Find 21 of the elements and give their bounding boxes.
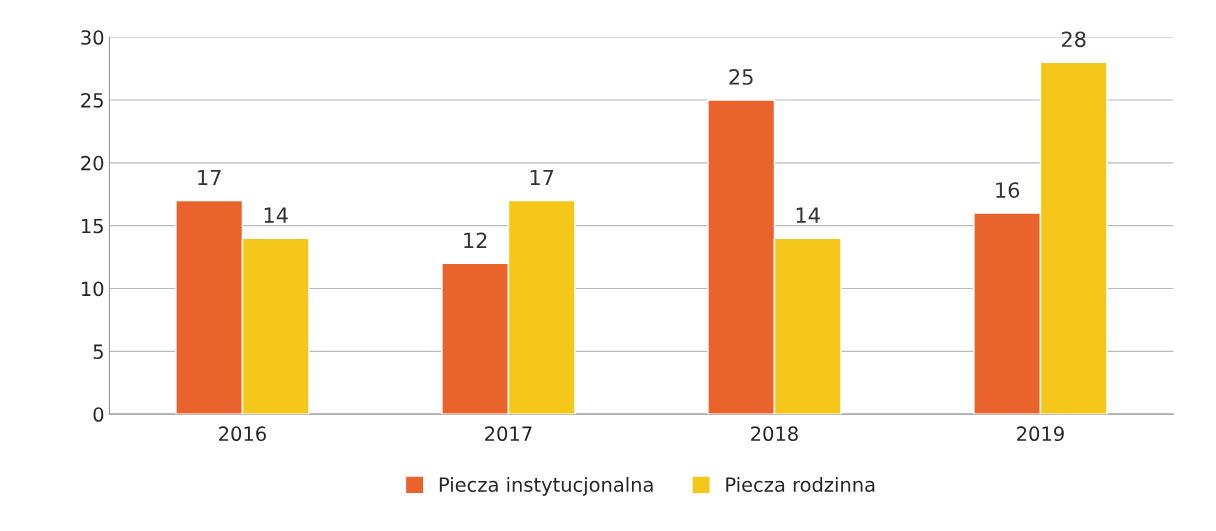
data-label: 25 xyxy=(729,69,753,85)
data-label: 14 xyxy=(264,207,288,223)
legend-label: Piecza instytucjonalna xyxy=(439,476,653,496)
y-tick-label: 20 xyxy=(81,155,104,171)
data-label: 12 xyxy=(464,232,487,248)
x-tick-label: 2018 xyxy=(751,426,798,442)
y-tick-label: 15 xyxy=(81,218,103,234)
y-tick-label: 30 xyxy=(81,30,104,45)
legend-label: Piecza rodzinna xyxy=(726,476,875,492)
x-tick-label: 2017 xyxy=(485,426,532,442)
data-label: 17 xyxy=(530,169,554,186)
data-label: 17 xyxy=(198,169,221,186)
y-tick-label: 25 xyxy=(81,92,103,108)
data-label: 14 xyxy=(796,207,820,223)
data-label: 28 xyxy=(1061,31,1086,48)
y-tick-label: 10 xyxy=(81,281,104,297)
x-tick-label: 2019 xyxy=(1017,426,1064,442)
data-label: 16 xyxy=(996,182,1020,198)
y-tick-label: 0 xyxy=(93,407,104,422)
y-tick-label: 5 xyxy=(93,344,103,360)
x-tick-label: 2016 xyxy=(219,426,266,442)
